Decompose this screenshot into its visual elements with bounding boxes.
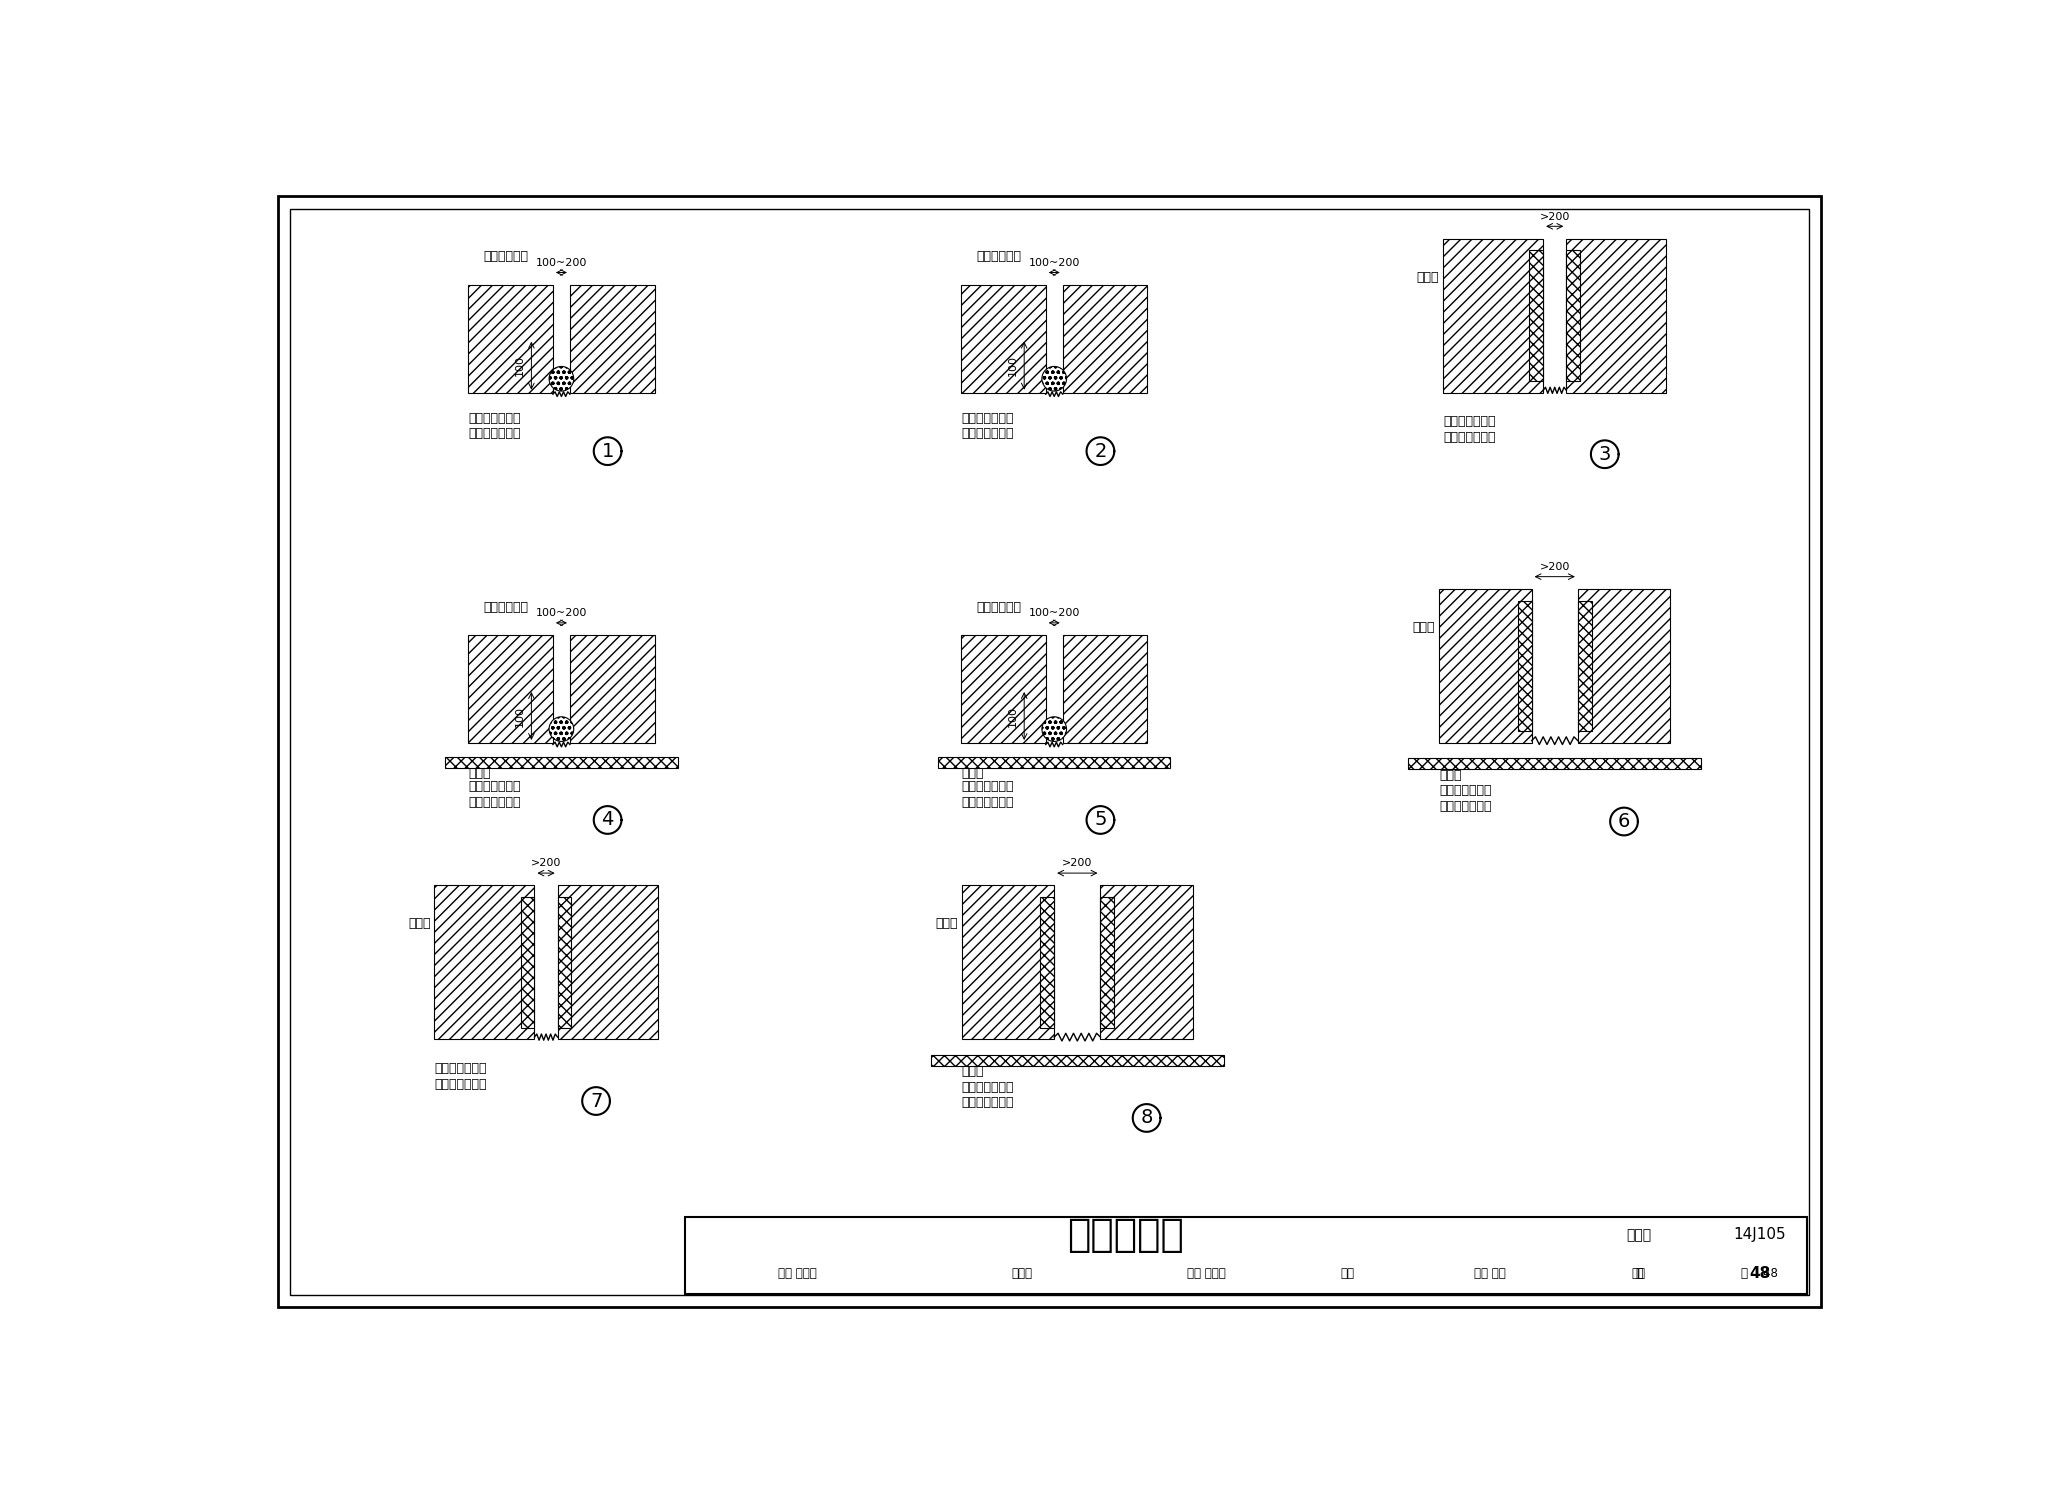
Text: 水层按工程设计: 水层按工程设计	[1444, 432, 1495, 443]
Bar	[520, 897, 535, 1028]
Text: 发泡聚乙烯条: 发泡聚乙烯条	[977, 601, 1022, 613]
Text: 100: 100	[516, 356, 524, 376]
Bar	[1100, 897, 1114, 1028]
Text: 5: 5	[1094, 811, 1106, 829]
Text: >200: >200	[1540, 562, 1571, 571]
Text: 外饰面及外墙防: 外饰面及外墙防	[1440, 784, 1491, 798]
Text: 水层按工程设计: 水层按工程设计	[963, 1097, 1014, 1109]
Text: 温桃化: 温桃化	[1012, 1266, 1032, 1280]
Bar	[1440, 589, 1532, 743]
Text: 100~200: 100~200	[1028, 257, 1079, 268]
Text: 水层按工程设计: 水层按工程设计	[469, 427, 520, 440]
Bar	[1577, 589, 1671, 743]
Text: 设计 钱洁: 设计 钱洁	[1475, 1266, 1505, 1280]
Text: 7: 7	[590, 1092, 602, 1110]
Text: 100~200: 100~200	[537, 609, 588, 618]
Text: >200: >200	[1540, 211, 1571, 222]
Text: 保温层: 保温层	[408, 918, 430, 930]
Text: 保温层: 保温层	[963, 1065, 985, 1079]
Bar	[469, 284, 553, 393]
Bar	[569, 284, 655, 393]
Text: 1: 1	[602, 442, 614, 461]
Bar	[1530, 250, 1544, 381]
Text: 4: 4	[602, 811, 614, 829]
Text: 100: 100	[516, 705, 524, 726]
Text: 水层按工程设计: 水层按工程设计	[434, 1077, 487, 1091]
Text: 发泡聚乙烯条: 发泡聚乙烯条	[977, 250, 1022, 263]
Text: 外饰面及外墙防: 外饰面及外墙防	[469, 412, 520, 424]
Text: 外饰面及外墙防: 外饰面及外墙防	[963, 1080, 1014, 1094]
Text: 外饰面及外墙防: 外饰面及外墙防	[961, 780, 1014, 793]
Bar	[444, 757, 678, 768]
Text: 变形缝构造: 变形缝构造	[1067, 1216, 1184, 1254]
Text: 保温层: 保温层	[1417, 271, 1440, 284]
Text: 外饰面及外墙防: 外饰面及外墙防	[1444, 415, 1495, 429]
Text: 外饰面及外墙防: 外饰面及外墙防	[434, 1062, 487, 1076]
Bar	[557, 897, 571, 1028]
Text: 水层按工程设计: 水层按工程设计	[1440, 799, 1491, 812]
Bar	[557, 885, 657, 1040]
Text: 发泡聚乙烯条: 发泡聚乙烯条	[483, 250, 528, 263]
Circle shape	[1042, 717, 1067, 741]
Text: 100: 100	[1008, 356, 1018, 376]
Text: 6: 6	[1618, 812, 1630, 830]
Text: 保温层: 保温层	[469, 768, 492, 780]
Text: 外饰面及外墙防: 外饰面及外墙防	[961, 412, 1014, 424]
Text: 100~200: 100~200	[1028, 609, 1079, 618]
Text: 48: 48	[1749, 1266, 1769, 1281]
Circle shape	[1042, 366, 1067, 391]
Text: 图集号: 图集号	[1626, 1228, 1651, 1242]
Text: >200: >200	[530, 859, 561, 869]
Bar	[1063, 284, 1147, 393]
Bar	[963, 885, 1055, 1040]
Text: 2: 2	[1094, 442, 1106, 461]
Text: 保温层: 保温层	[936, 918, 958, 930]
Text: 审核 潘嘉凝: 审核 潘嘉凝	[778, 1266, 817, 1280]
Text: 加兰: 加兰	[1339, 1266, 1354, 1280]
Bar	[1040, 897, 1055, 1028]
Text: 钱活: 钱活	[1632, 1266, 1647, 1280]
Bar	[1567, 238, 1667, 393]
Circle shape	[549, 717, 573, 741]
Bar	[1577, 601, 1591, 732]
Circle shape	[549, 366, 573, 391]
Text: 外饰面及外墙防: 外饰面及外墙防	[469, 780, 520, 793]
Text: 水层按工程设计: 水层按工程设计	[961, 427, 1014, 440]
Bar	[1567, 250, 1581, 381]
Bar	[1518, 601, 1532, 732]
Text: 3: 3	[1599, 445, 1612, 464]
Text: 保温层: 保温层	[961, 768, 983, 780]
Text: 校对 孙燕心: 校对 孙燕心	[1188, 1266, 1227, 1280]
Bar	[1409, 759, 1702, 769]
Text: 100~200: 100~200	[537, 257, 588, 268]
Text: 保温层: 保温层	[1440, 769, 1462, 781]
Text: 100: 100	[1008, 705, 1018, 726]
Bar	[569, 635, 655, 743]
Bar	[932, 1055, 1223, 1065]
Text: 发泡聚乙烯条: 发泡聚乙烯条	[483, 601, 528, 613]
Text: 水层按工程设计: 水层按工程设计	[961, 796, 1014, 809]
Bar	[1063, 635, 1147, 743]
Text: 页    48: 页 48	[1741, 1266, 1778, 1280]
Text: 水层按工程设计: 水层按工程设计	[469, 796, 520, 809]
Text: 保温层: 保温层	[1413, 620, 1436, 634]
Text: 8: 8	[1141, 1109, 1153, 1128]
Bar	[434, 885, 535, 1040]
Text: 14J105: 14J105	[1733, 1228, 1786, 1242]
Text: 页: 页	[1634, 1266, 1642, 1280]
Bar	[961, 635, 1047, 743]
Bar	[961, 284, 1047, 393]
Bar	[938, 757, 1171, 768]
Bar	[1444, 238, 1544, 393]
Bar	[684, 1217, 1806, 1293]
Bar	[469, 635, 553, 743]
Bar	[1100, 885, 1192, 1040]
Text: >200: >200	[1063, 859, 1092, 869]
